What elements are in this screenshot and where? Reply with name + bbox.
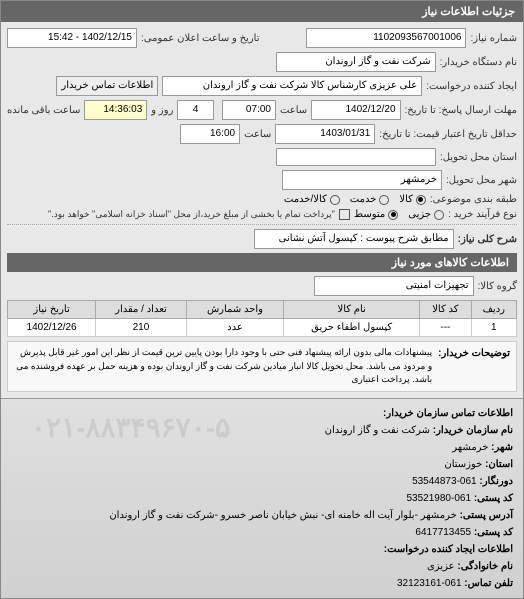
- desc-field: مطابق شرح پیوست : کپسول آتش نشانی: [254, 229, 454, 249]
- proc-checkbox[interactable]: [339, 209, 350, 220]
- th-unit: واحد شمارش: [186, 301, 283, 319]
- family-value: عزیزی: [427, 561, 455, 572]
- org-value: شرکت نفت و گاز اروندان: [325, 425, 430, 436]
- buyer-device-field: شرکت نفت و گاز اروندان: [276, 52, 436, 72]
- city-field: خرمشهر: [282, 170, 442, 190]
- cat-radio-group: کالا خدمت کالا/خدمت: [284, 194, 426, 205]
- proc-note: "پرداخت تمام یا بخشی از مبلغ خرید،از محل…: [48, 209, 335, 220]
- th-code: کد کالا: [420, 301, 471, 319]
- group-field: تجهیزات امنیتی: [314, 276, 474, 296]
- post2-value: 6417713455: [415, 527, 471, 538]
- cat-both-radio[interactable]: کالا/خدمت: [284, 194, 340, 205]
- items-table: ردیف کد کالا نام کالا واحد شمارش تعداد /…: [7, 300, 517, 337]
- contact-header: اطلاعات تماس سازمان خریدار:: [383, 408, 513, 419]
- valid-hour-field: 16:00: [180, 124, 240, 144]
- prov-value: خوزستان: [444, 459, 482, 470]
- contact-city-value: خرمشهر: [452, 442, 488, 453]
- cat-service-radio[interactable]: خدمت: [350, 194, 390, 205]
- cell-row: 1: [471, 319, 516, 337]
- proc-type-label: نوع فرآیند خرید :: [448, 209, 517, 220]
- family-label: نام خانوادگی:: [457, 561, 513, 572]
- proc-small-label: متوسط: [354, 209, 385, 220]
- desc-label: شرح کلی نیاز:: [458, 234, 517, 245]
- group-label: گروه کالا:: [478, 281, 517, 292]
- deadline-hour-field: 07:00: [222, 100, 276, 120]
- valid-hour-label: ساعت: [244, 129, 271, 140]
- creator-field: علی عزیزی کارشناس کالا شرکت نفت و گاز ار…: [162, 76, 422, 96]
- contact-section: ۰۲۱-۸۸۳۴۹۶۷۰-۵ اطلاعات تماس سازمان خریدا…: [1, 398, 523, 598]
- buyer-note-box: توضیحات خریدار: پیشنهادات مالی بدون ارائ…: [7, 341, 517, 392]
- cat-both-label: کالا/خدمت: [284, 194, 327, 205]
- th-qty: تعداد / مقدار: [96, 301, 187, 319]
- post-label: کد پستی:: [474, 493, 513, 504]
- cell-name: کپسول اطفاء حریق: [284, 319, 420, 337]
- cat-label: طبقه بندی موضوعی:: [430, 194, 517, 205]
- addr-label: آدرس پستی:: [460, 510, 513, 521]
- pub-date-label: تاریخ و ساعت اعلان عمومی:: [141, 33, 260, 44]
- addr-value: خرمشهر -بلوار آیت اله خامنه ای- نبش خیاب…: [109, 510, 456, 521]
- buyer-contact-button[interactable]: اطلاعات تماس خریدار: [56, 76, 158, 96]
- fax-label: دورنگار:: [479, 476, 513, 487]
- items-section-title: اطلاعات کالاهای مورد نیاز: [7, 253, 517, 272]
- cat-goods-label: کالا: [399, 194, 413, 205]
- pub-date-field: 1402/12/15 - 15:42: [7, 28, 137, 48]
- buyer-device-label: نام دستگاه خریدار:: [440, 57, 517, 68]
- req-num-field: 1102093567001006: [306, 28, 466, 48]
- fax-value: 061-53544873: [412, 476, 477, 487]
- note-text: پیشنهادات مالی بدون ارائه پیشنهاد فنی حت…: [14, 346, 432, 387]
- remain-time-field: 14:36:03: [84, 100, 147, 120]
- days-field: 4: [177, 100, 213, 120]
- creator2-label: اطلاعات ایجاد کننده درخواست:: [384, 544, 513, 555]
- main-panel: جزئیات اطلاعات نیاز شماره نیاز: 11020935…: [0, 0, 524, 599]
- valid-date-field: 1403/01/31: [275, 124, 375, 144]
- th-name: نام کالا: [284, 301, 420, 319]
- post2-label: کد پستی:: [474, 527, 513, 538]
- radio-icon: [330, 195, 340, 205]
- proc-micro-label: جزیی: [408, 209, 431, 220]
- form-body: شماره نیاز: 1102093567001006 تاریخ و ساع…: [1, 22, 523, 398]
- province-field: [276, 148, 436, 166]
- proc-radio-group: جزیی متوسط: [354, 209, 444, 220]
- table-row: 1 --- کپسول اطفاء حریق عدد 210 1402/12/2…: [8, 319, 517, 337]
- days-label: روز و: [151, 105, 173, 116]
- valid-label: حداقل تاریخ اعتبار قیمت: تا تاریخ:: [379, 129, 517, 140]
- cell-qty: 210: [96, 319, 187, 337]
- phone-label: تلفن تماس:: [464, 578, 513, 589]
- province-label: استان محل تحویل:: [440, 152, 517, 163]
- radio-icon: [379, 195, 389, 205]
- th-row: ردیف: [471, 301, 516, 319]
- post-value: 061-53521980: [407, 493, 472, 504]
- prov-label: استان:: [485, 459, 513, 470]
- radio-checked-icon: [388, 210, 398, 220]
- creator-label: ایجاد کننده درخواست:: [426, 81, 517, 92]
- note-label: توضیحات خریدار:: [438, 346, 510, 387]
- panel-title: جزئیات اطلاعات نیاز: [1, 1, 523, 22]
- cat-goods-radio[interactable]: کالا: [399, 194, 426, 205]
- radio-checked-icon: [416, 195, 426, 205]
- cell-unit: عدد: [186, 319, 283, 337]
- remain-label: ساعت باقی مانده: [7, 105, 80, 116]
- deadline-label: مهلت ارسال پاسخ: تا تاریخ:: [405, 105, 517, 116]
- contact-city-label: شهر:: [491, 442, 513, 453]
- deadline-date-field: 1402/12/20: [311, 100, 400, 120]
- cat-service-label: خدمت: [350, 194, 377, 205]
- deadline-hour-label: ساعت: [280, 105, 307, 116]
- cell-date: 1402/12/26: [8, 319, 96, 337]
- proc-micro-radio[interactable]: جزیی: [408, 209, 444, 220]
- req-num-label: شماره نیاز:: [470, 33, 517, 44]
- org-label: نام سازمان خریدار:: [433, 425, 513, 436]
- proc-small-radio[interactable]: متوسط: [354, 209, 398, 220]
- th-date: تاریخ نیاز: [8, 301, 96, 319]
- radio-icon: [434, 210, 444, 220]
- cell-code: ---: [420, 319, 471, 337]
- city-label: شهر محل تحویل:: [446, 175, 517, 186]
- phone-value: 061-32123161: [397, 578, 462, 589]
